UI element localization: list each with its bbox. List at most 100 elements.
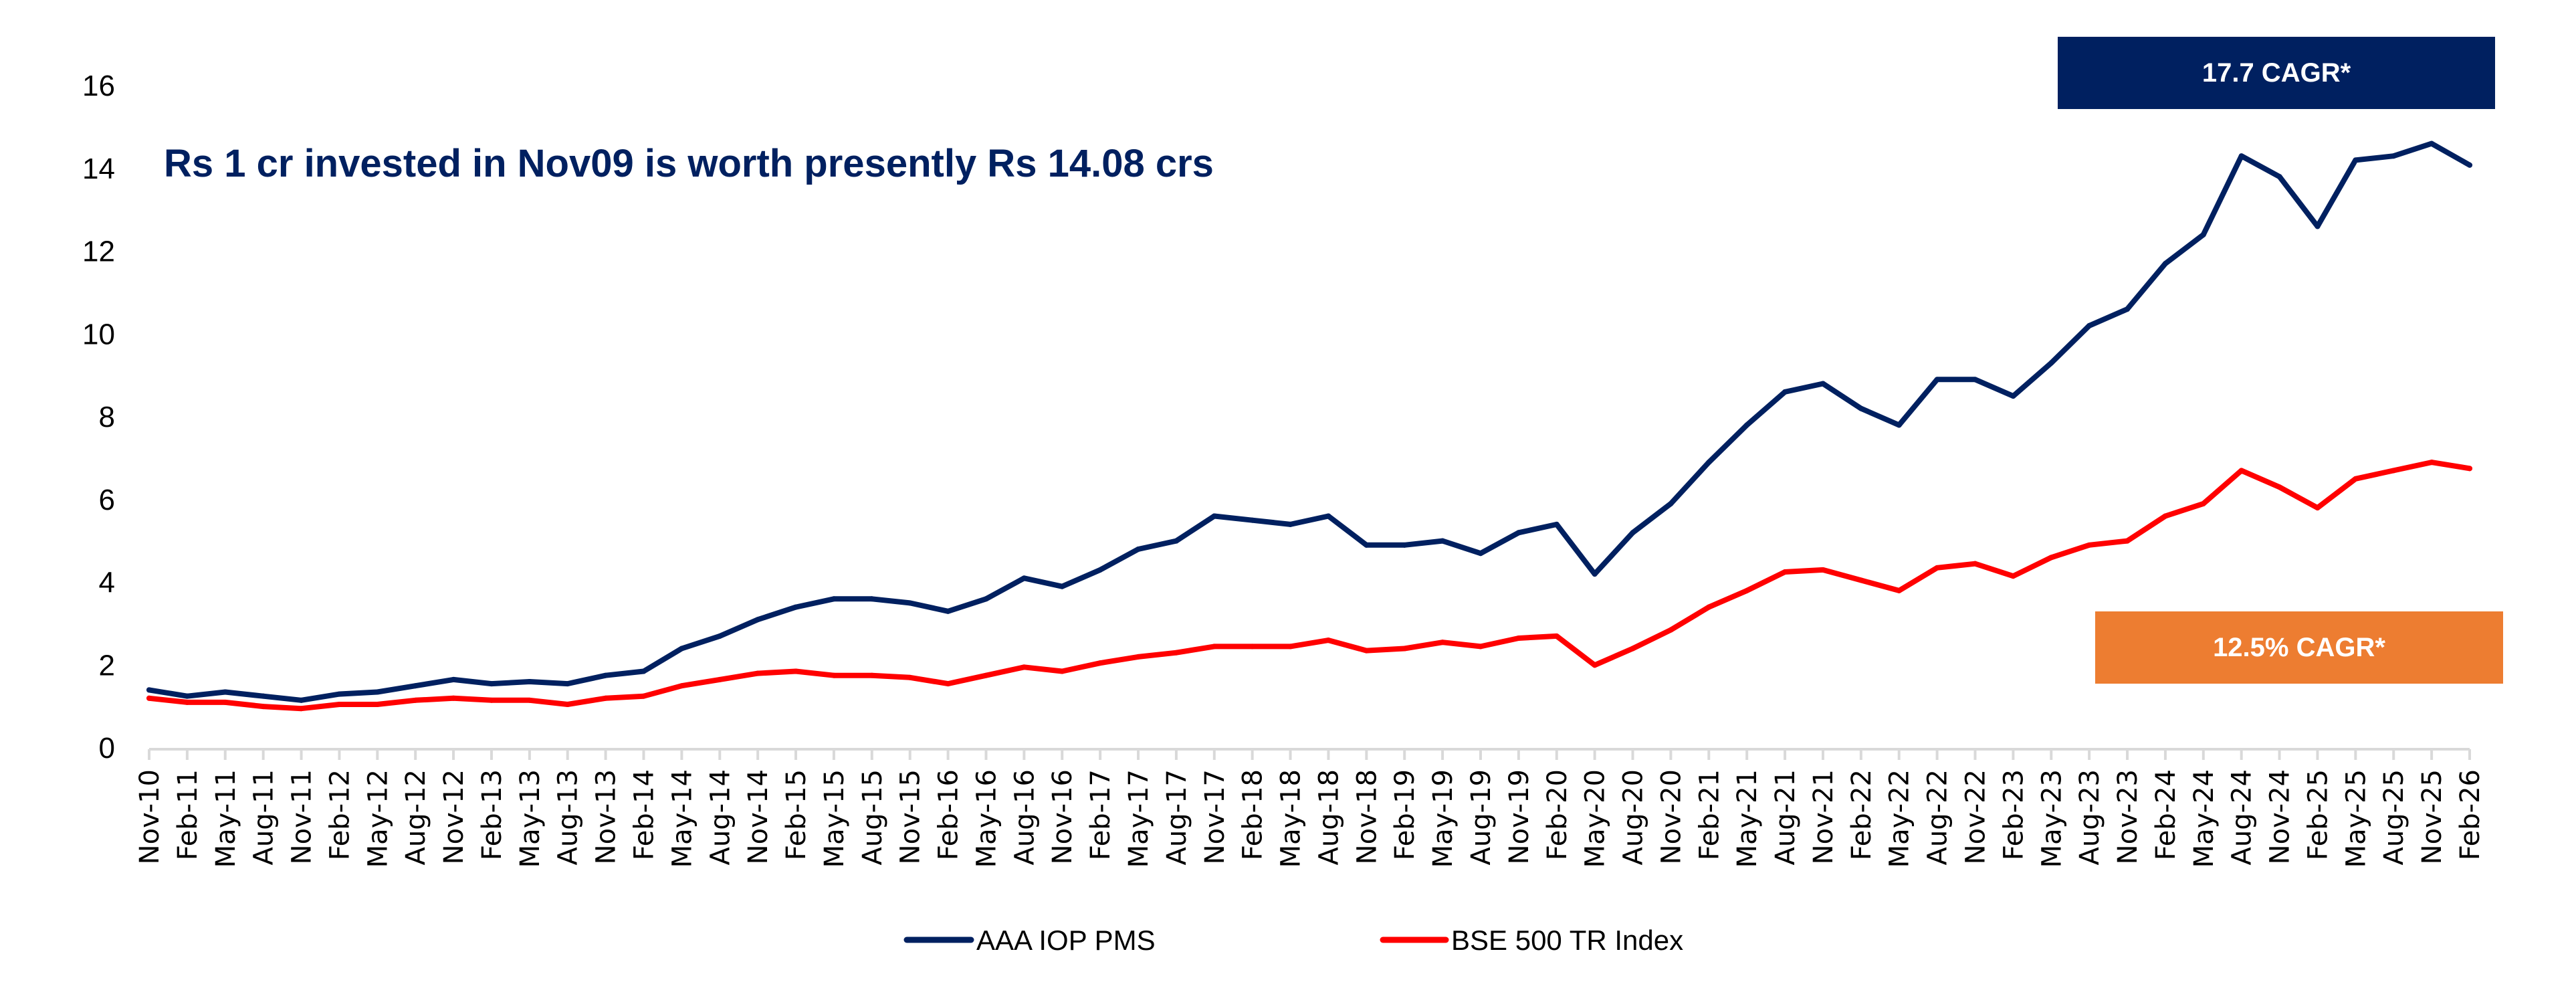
aaa-data-point [1021,575,1027,581]
aaa-cagr-badge: 17.7 CAGR* [2058,37,2495,109]
legend-item-bse[interactable]: BSE 500 TR Index [1380,924,1683,956]
bse-data-point [1059,668,1065,674]
x-tick-label: Feb-15 [781,769,812,860]
aaa-data-point [1440,538,1446,544]
bse-data-point [1858,577,1864,583]
aaa-data-point [336,691,342,697]
x-tick-label: Nov-23 [2113,769,2143,864]
bse-data-point [2467,466,2472,472]
aaa-data-point [755,617,761,623]
bse-data-point [907,674,913,680]
legend-label-aaa: AAA IOP PMS [976,924,1156,956]
aaa-data-point [2048,360,2054,366]
x-tick-label: Nov-20 [1656,769,1687,864]
x-tick-label: Aug-14 [705,769,736,865]
bse-data-point [1325,637,1331,644]
bse-data-point [374,702,381,708]
x-tick-label: Aug-18 [1313,769,1344,865]
bse-data-point [1287,644,1293,650]
aaa-data-point [1630,530,1636,536]
bse-data-point [2010,573,2016,579]
aaa-data-point [641,668,647,674]
aaa-data-point [488,681,494,687]
bse-data-point [1553,633,1560,639]
bse-data-point [793,668,799,674]
aaa-data-point [451,676,457,682]
x-tick-label: Nov-21 [1808,769,1839,864]
aaa-data-point [2315,223,2321,229]
x-tick-label: Aug-15 [857,769,888,865]
bse-data-point [1934,565,1940,571]
aaa-data-point [1173,538,1179,544]
aaa-data-point [1820,381,1826,387]
bse-data-point [298,706,304,712]
aaa-data-point [2238,153,2244,159]
x-axis: Nov-10 Feb-11 May-11 Aug-11 Nov-11 Feb-12 May-… [134,748,2486,868]
bse-data-point [2200,500,2206,506]
x-tick-label: Feb-25 [2302,769,2333,860]
bse-data-point [679,683,685,689]
x-tick-label: Feb-12 [324,769,355,860]
bse-data-point [641,693,647,699]
x-tick-label: Feb-14 [629,769,660,860]
bse-data-point [2315,505,2321,511]
aaa-data-point [2391,153,2397,159]
aaa-data-point [603,672,609,678]
bse-data-point [831,672,837,678]
y-tick-label: 6 [99,484,115,516]
aaa-data-point [526,679,532,684]
bse-data-point [1477,644,1483,650]
aaa-data-point [1325,513,1331,519]
x-tick-label: Nov-19 [1504,769,1535,864]
bse-data-point [2162,513,2168,519]
bse-data-point [717,676,723,682]
aaa-data-point [184,693,190,699]
bse-data-point [1173,650,1179,656]
aaa-data-point [945,608,951,614]
bse-data-point [451,695,457,701]
y-tick-label: 8 [99,401,115,433]
x-tick-label: Aug-13 [553,769,584,865]
aaa-data-point [2429,140,2435,146]
bse-data-point [1744,587,1750,593]
aaa-data-point [1097,567,1103,573]
aaa-data-point [831,596,837,602]
aaa-data-point [1059,583,1065,589]
aaa-data-point [1896,422,1902,428]
bse-data-point [146,695,152,701]
bse-data-point [1211,644,1217,650]
legend-item-aaa[interactable]: AAA IOP PMS [903,924,1156,956]
x-tick-label: May-22 [1885,769,1915,868]
series-group [146,140,2472,712]
bse-data-point [260,704,266,710]
y-tick-label: 14 [82,153,115,185]
aaa-data-point [2086,322,2092,328]
x-tick-label: May-18 [1276,769,1307,868]
bse-data-point [1021,664,1027,670]
aaa-data-point [679,646,685,652]
bse-data-point [1592,662,1598,668]
aaa-data-point [869,596,875,602]
aaa-data-point [1136,547,1142,552]
aaa-data-point [1934,377,1940,383]
aaa-data-point [1211,513,1217,519]
legend-label-bse: BSE 500 TR Index [1451,924,1683,956]
chart-title: Rs 1 cr invested in Nov09 is worth prese… [164,142,1214,185]
x-tick-label: Aug-19 [1466,769,1497,865]
aaa-cagr-box [2058,37,2495,109]
aaa-data-point [2276,174,2282,180]
bse-data-point [755,670,761,676]
bse-data-point [1097,660,1103,666]
x-tick-label: Nov-10 [134,769,165,864]
bse-data-point [222,699,228,705]
x-tick-label: May-17 [1123,769,1154,868]
x-tick-label: May-11 [211,769,241,868]
x-tick-label: May-21 [1732,769,1763,868]
bse-data-point [1440,640,1446,646]
bse-data-point [564,702,570,708]
x-tick-label: May-15 [819,769,850,868]
x-tick-label: Nov-17 [1200,769,1230,864]
x-tick-label: Feb-16 [934,769,964,860]
bse-cagr-label: 12.5% CAGR* [2213,633,2385,662]
